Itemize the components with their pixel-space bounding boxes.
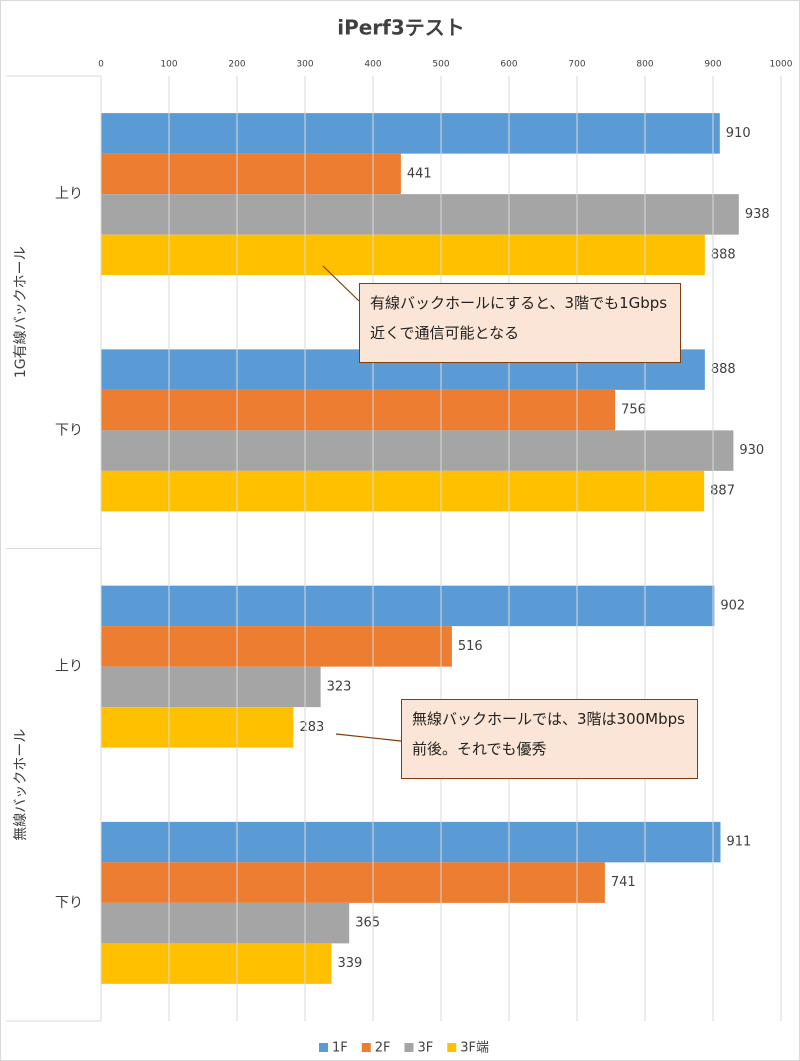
legend-label: 3F [418, 1041, 434, 1056]
data-label: 887 [710, 484, 735, 499]
bar [101, 430, 734, 471]
bar [101, 585, 715, 627]
legend-swatch [361, 1043, 371, 1052]
x-tick-label: 0 [98, 60, 104, 70]
data-label: 323 [327, 679, 352, 694]
data-label: 756 [621, 403, 646, 418]
group-label: 無線バックホール [13, 729, 29, 841]
legend-swatch [447, 1043, 457, 1052]
data-label: 516 [458, 639, 483, 654]
data-label: 902 [720, 598, 745, 613]
data-label: 365 [355, 916, 380, 931]
bar [101, 234, 705, 276]
bar [101, 666, 321, 708]
callout-pointer [335, 733, 402, 742]
data-label: 283 [299, 720, 324, 735]
bar [101, 389, 616, 431]
chart-title: iPerf3テスト [337, 16, 465, 40]
y-tick-label: 上り [55, 659, 83, 675]
callout: 有線バックホールにすると、3階でも1Gbps近くで通信可能となる [359, 283, 681, 363]
bar [101, 470, 705, 512]
y-tick-label: 下り [55, 895, 83, 911]
data-label: 911 [726, 835, 751, 850]
data-label: 910 [726, 126, 751, 141]
legend-label: 2F [375, 1041, 391, 1056]
x-tick-label: 800 [636, 60, 653, 70]
bar [101, 821, 721, 863]
bar [101, 707, 294, 748]
x-tick-label: 600 [500, 60, 517, 70]
data-label: 938 [745, 207, 770, 222]
data-label: 888 [711, 362, 736, 377]
legend-swatch [319, 1043, 328, 1052]
bar [101, 194, 739, 235]
x-tick-label: 500 [432, 60, 449, 70]
x-tick-label: 200 [228, 60, 245, 70]
bar [101, 626, 452, 667]
y-tick-label: 上り [55, 186, 83, 202]
callout: 無線バックホールでは、3階は300Mbps前後。それでも優秀 [401, 699, 698, 779]
x-tick-label: 300 [296, 60, 313, 70]
x-tick-label: 1000 [770, 60, 793, 70]
bar [101, 862, 605, 903]
y-tick-label: 下り [55, 422, 83, 438]
bar [101, 153, 401, 195]
bar [101, 113, 720, 154]
data-label: 741 [611, 875, 636, 890]
x-tick-label: 700 [568, 60, 585, 70]
callout-pointer [322, 265, 360, 302]
x-tick-label: 900 [704, 60, 721, 70]
data-label: 441 [407, 166, 432, 181]
data-label: 888 [711, 247, 736, 262]
legend-label: 3F端 [460, 1041, 489, 1056]
group-label: 1G有線バックホール [13, 246, 29, 378]
bar [101, 902, 350, 944]
x-tick-label: 400 [364, 60, 381, 70]
bar [101, 943, 332, 984]
legend-swatch [404, 1043, 414, 1052]
data-label: 930 [739, 443, 764, 458]
data-label: 339 [338, 956, 363, 971]
legend-label: 1F [332, 1041, 348, 1056]
x-tick-label: 100 [160, 60, 177, 70]
